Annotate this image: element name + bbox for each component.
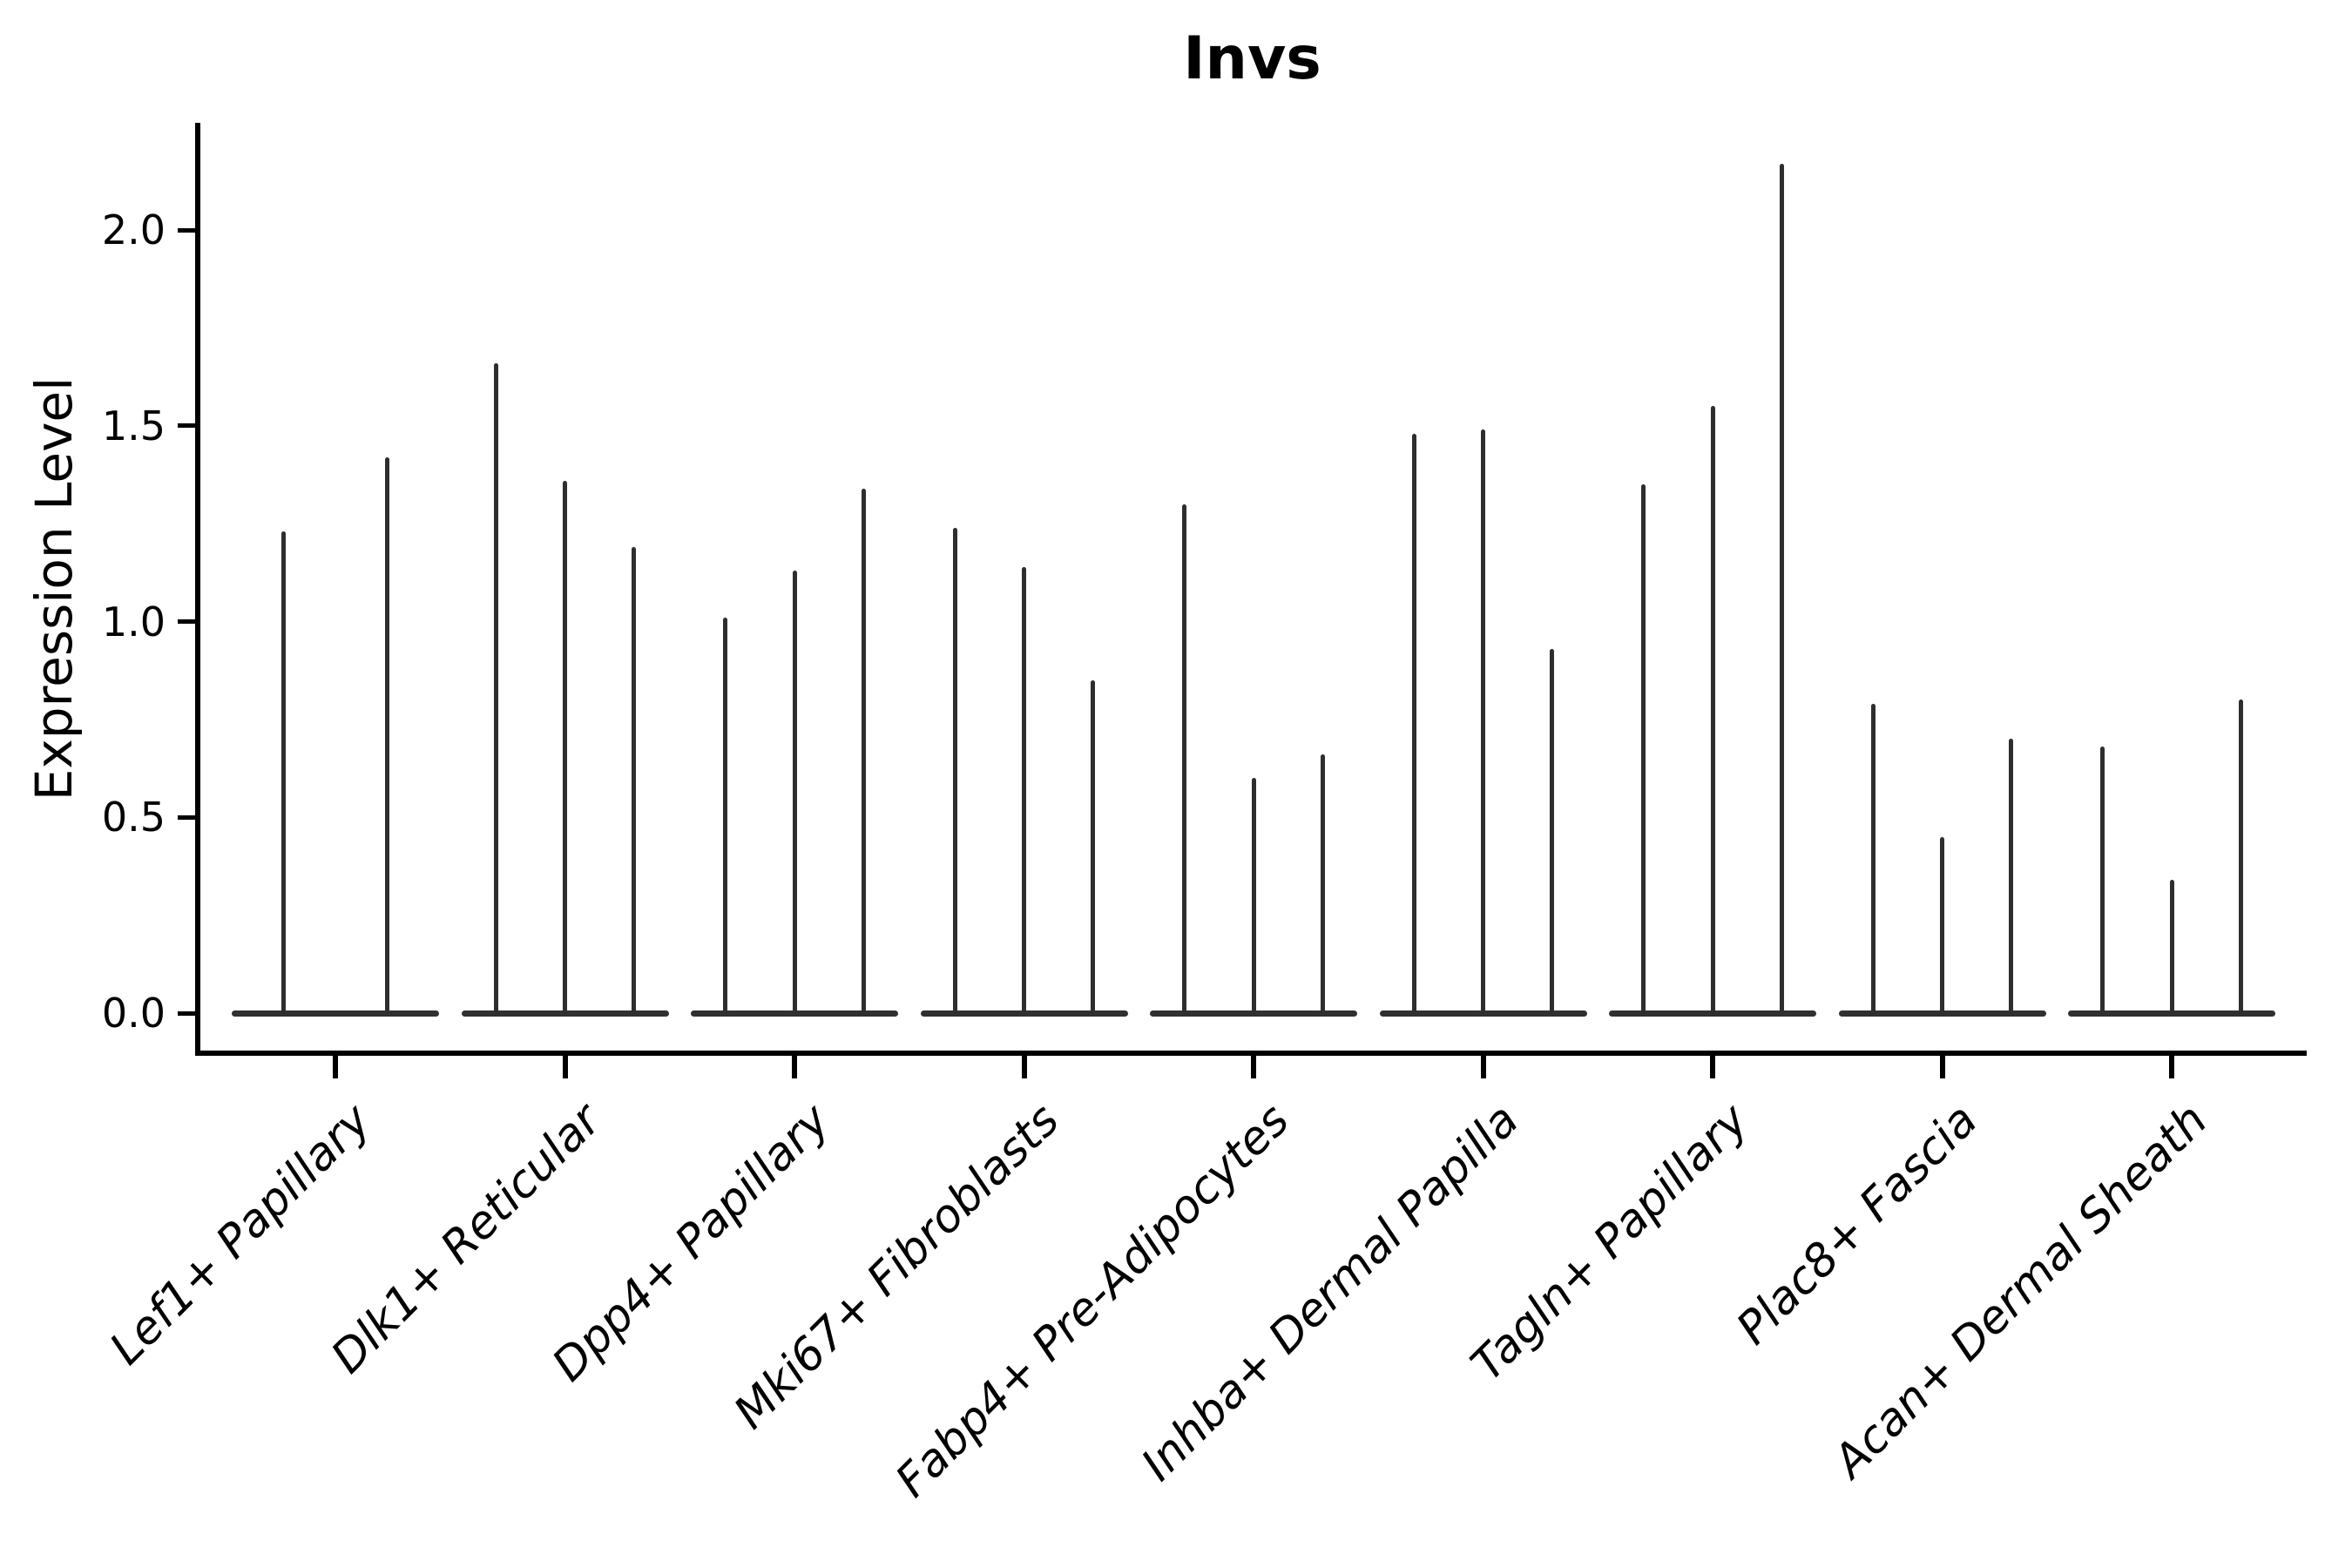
violin-spike	[952, 527, 957, 1016]
violin-spike	[792, 571, 797, 1016]
violin-spike	[1320, 754, 1325, 1016]
violin-spike	[1710, 406, 1715, 1016]
x-tick-label: Acan+ Dermal Sheath	[1823, 1094, 2218, 1488]
violin-spike	[2238, 700, 2243, 1016]
y-tick-label: 0.0	[101, 990, 166, 1037]
y-tick-mark	[178, 814, 195, 820]
x-tick-label: Plac8+ Fascia	[1727, 1094, 1988, 1355]
x-tick-mark	[1480, 1056, 1486, 1078]
y-tick-label: 0.5	[101, 794, 166, 841]
y-tick-mark	[178, 227, 195, 233]
y-tick-label: 2.0	[101, 206, 166, 253]
chart-title: Invs	[1183, 24, 1321, 93]
violin-spike	[723, 618, 728, 1016]
x-tick-mark	[792, 1056, 797, 1078]
violin-spike	[861, 488, 866, 1016]
y-tick-mark	[178, 423, 195, 429]
x-tick-mark	[1251, 1056, 1256, 1078]
x-tick-mark	[2169, 1056, 2174, 1078]
violin-spike	[1251, 778, 1256, 1016]
violin-spike	[1481, 429, 1485, 1016]
violin-spike	[1182, 504, 1187, 1016]
violin-spike	[281, 531, 286, 1016]
y-axis-spine	[195, 123, 200, 1056]
violin-spike	[1411, 433, 1416, 1016]
violin-spike	[1022, 566, 1026, 1016]
violin-spike	[1091, 679, 1096, 1016]
violin-spike	[1779, 163, 1784, 1016]
violin-spike	[1550, 648, 1555, 1016]
y-tick-mark	[178, 619, 195, 624]
y-tick-label: 1.0	[101, 598, 166, 645]
violin-spike	[1940, 836, 1944, 1016]
violin-spike	[563, 480, 567, 1016]
violin-spike	[493, 362, 498, 1016]
x-axis-spine	[195, 1051, 2307, 1056]
x-tick-label: Fabp4+ Pre-Adipocytes	[885, 1094, 1300, 1508]
x-tick-mark	[1021, 1056, 1027, 1078]
x-tick-mark	[333, 1056, 338, 1078]
y-tick-mark	[178, 1010, 195, 1016]
violin-spike	[2100, 747, 2105, 1016]
x-tick-label: Inhba+ Dermal Papilla	[1132, 1094, 1529, 1491]
x-tick-mark	[562, 1056, 568, 1078]
violin-baseline	[232, 1010, 439, 1017]
violin-spike	[1641, 484, 1646, 1016]
violin-spike	[632, 547, 637, 1016]
violin-spike	[1870, 703, 1876, 1016]
x-tick-mark	[1710, 1056, 1715, 1078]
x-tick-mark	[1939, 1056, 1945, 1078]
violin-spike	[385, 456, 389, 1016]
violin-spike	[2169, 880, 2174, 1016]
y-tick-label: 1.5	[101, 402, 166, 449]
violin-spike	[2009, 739, 2014, 1016]
